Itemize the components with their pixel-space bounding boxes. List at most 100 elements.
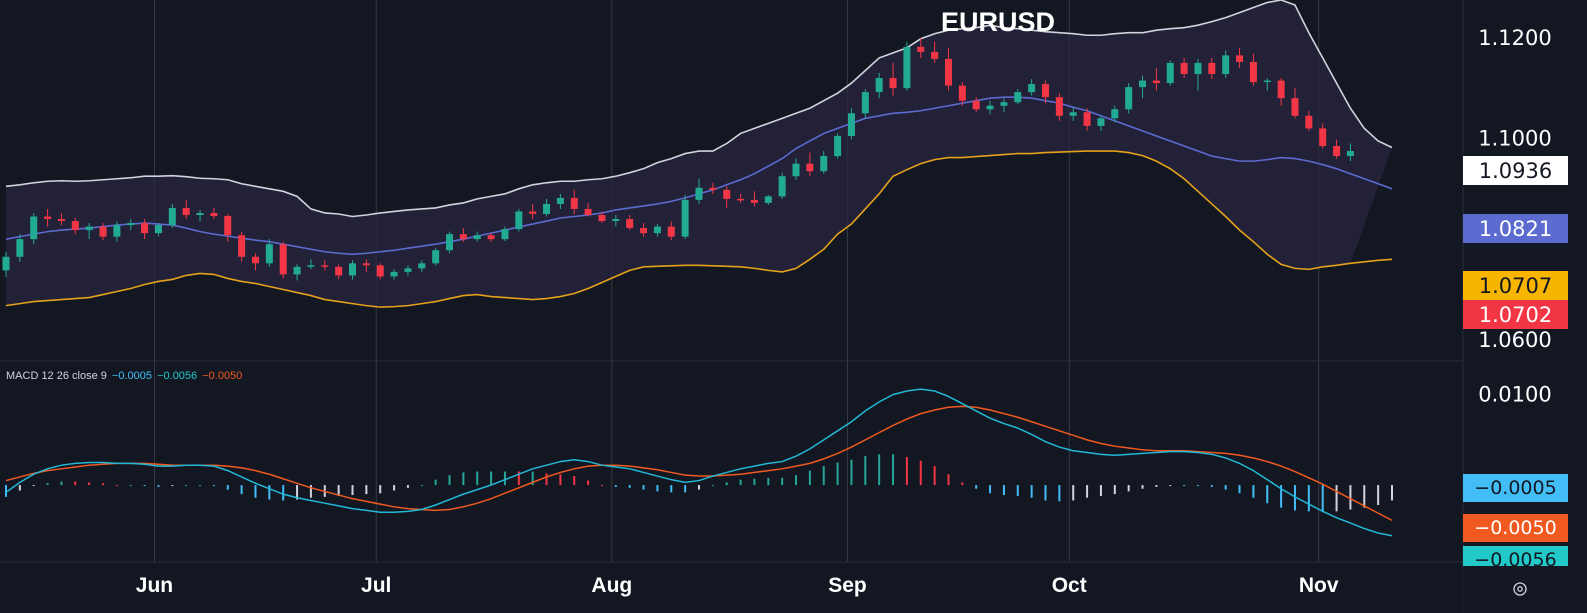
candle-body (1111, 109, 1119, 119)
histogram-bar (268, 485, 271, 500)
histogram-bar (226, 485, 229, 490)
bollinger-lower-line (5, 150, 1393, 308)
candle-body (750, 199, 758, 203)
candle-body (653, 226, 661, 234)
macd-lines (5, 388, 1393, 537)
macd-histogram (5, 454, 1393, 513)
histogram-bar (296, 485, 299, 500)
candle-body (71, 221, 79, 231)
histogram-bar (365, 485, 368, 495)
histogram-bar (393, 485, 396, 491)
histogram-bar (878, 454, 881, 486)
histogram-bar (157, 485, 160, 487)
candle-body (598, 214, 606, 222)
histogram-bar (420, 485, 423, 487)
macd-legend[interactable]: MACD 12 26 close 9 −0.0005 −0.0056 −0.00… (6, 370, 244, 382)
candle-body (1097, 118, 1105, 126)
histogram-bar (434, 479, 437, 486)
histogram-bar (1183, 485, 1186, 487)
candle-body (279, 244, 287, 275)
histogram-bar (545, 473, 548, 486)
candle-body (958, 85, 966, 101)
histogram-bar (1002, 485, 1005, 496)
histogram-bar (1280, 485, 1283, 508)
histogram-bar (642, 485, 645, 490)
histogram-bar (1030, 485, 1033, 498)
candle-body (1194, 62, 1202, 75)
candle-body (251, 256, 259, 264)
candle-body (1333, 146, 1341, 157)
candle-body (238, 235, 246, 257)
candle-body (432, 250, 440, 264)
histogram-bar (739, 479, 742, 486)
bollinger-band-area (6, 0, 1392, 308)
histogram-bar (531, 471, 534, 486)
candle-body (556, 197, 564, 204)
histogram-bar (1072, 485, 1075, 501)
candle-body (224, 216, 232, 236)
histogram-bar (254, 485, 257, 498)
candle-body (861, 92, 869, 114)
macd-legend-signal: −0.0050 (202, 370, 243, 382)
histogram-bar (1058, 485, 1061, 502)
bollinger-upper-line (5, 0, 1393, 218)
candle-body (1000, 102, 1008, 106)
time-tick-label: Aug (591, 574, 632, 597)
candle-body (2, 256, 10, 271)
candle-body (113, 225, 121, 237)
price-tick-label: 1.1200 (1478, 26, 1551, 50)
time-tick-label: Sep (828, 574, 867, 597)
histogram-bar (587, 480, 590, 486)
chart-settings-icon[interactable] (1508, 577, 1532, 601)
candle-body (875, 78, 883, 93)
macd-signal-line (5, 405, 1393, 522)
candle-body (293, 266, 301, 275)
histogram-bar (1266, 485, 1269, 504)
histogram-bar (1141, 485, 1144, 489)
histogram-bar (171, 485, 174, 487)
candle-body (1319, 128, 1327, 147)
histogram-bar (1127, 485, 1130, 492)
candle-body (307, 265, 315, 267)
candle-body (418, 263, 426, 269)
candle-body (917, 46, 925, 52)
candle-body (1346, 151, 1354, 157)
candle-body (1014, 92, 1022, 103)
candle-body (44, 216, 52, 220)
candle-body (141, 223, 149, 234)
candle-body (1277, 80, 1285, 99)
histogram-bar (1099, 485, 1102, 496)
histogram-bar (5, 485, 7, 497)
histogram-bar (1335, 485, 1338, 512)
candle-body (640, 228, 648, 234)
histogram-bar (476, 471, 479, 486)
candle-body (570, 197, 578, 209)
histogram-bar (212, 485, 215, 487)
candle-body (335, 266, 343, 276)
histogram-bar (822, 466, 825, 486)
candle-body (944, 58, 952, 86)
candle-body (376, 265, 384, 277)
candle-body (529, 211, 537, 214)
candle-body (986, 105, 994, 110)
histogram-bar (628, 485, 631, 488)
time-tick-label: Nov (1299, 574, 1339, 597)
candle-body (390, 271, 398, 277)
candle-body (972, 100, 980, 110)
histogram-bar (864, 456, 867, 486)
histogram-bar (1155, 485, 1158, 487)
candle-body (723, 189, 731, 199)
histogram-bar (1321, 485, 1324, 513)
bollinger-band-fill (6, 0, 1392, 308)
candle-body (196, 212, 204, 215)
candle-body (1125, 87, 1133, 110)
time-tick-label: Jul (361, 574, 391, 597)
histogram-bar (933, 466, 936, 486)
candle-body (1152, 80, 1160, 84)
histogram-bar (503, 471, 506, 486)
histogram-bar (88, 482, 91, 486)
histogram-bar (1238, 485, 1241, 494)
histogram-bar (808, 470, 811, 486)
histogram-bar (1196, 485, 1199, 487)
